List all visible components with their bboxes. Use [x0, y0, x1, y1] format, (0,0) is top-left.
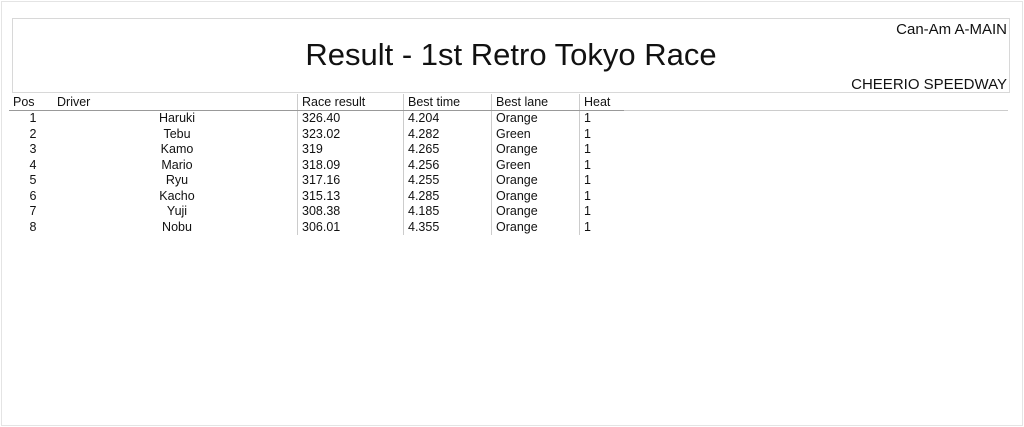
table-row: 1 Haruki 326.40 4.204 Orange 1: [9, 110, 624, 127]
cell-pos: 3: [29, 142, 37, 157]
cell-driver: Mario: [161, 157, 193, 172]
cell-driver: Nobu: [162, 219, 192, 234]
cell-race-result: 319: [297, 142, 404, 158]
cell-driver: Kacho: [159, 188, 195, 203]
cell-best-time: 4.204: [403, 110, 492, 127]
cell-best-lane: Orange: [491, 204, 580, 220]
table-row: 5 Ryu 317.16 4.255 Orange 1: [9, 173, 624, 189]
cell-best-lane: Orange: [491, 188, 580, 204]
cell-pos: 7: [29, 204, 37, 219]
column-header-driver: Driver: [53, 94, 298, 111]
cell-race-result: 315.13: [297, 188, 404, 204]
column-header-race-result: Race result: [297, 94, 404, 111]
cell-best-lane: Orange: [491, 142, 580, 158]
cell-best-lane: Orange: [491, 219, 580, 235]
table-row: 4 Mario 318.09 4.256 Green 1: [9, 157, 624, 173]
cell-race-result: 326.40: [297, 110, 404, 127]
cell-heat: 1: [579, 173, 624, 189]
cell-heat: 1: [579, 110, 624, 127]
cell-heat: 1: [579, 188, 624, 204]
cell-race-result: 308.38: [297, 204, 404, 220]
cell-race-result: 317.16: [297, 173, 404, 189]
cell-heat: 1: [579, 126, 624, 142]
table-row: 2 Tebu 323.02 4.282 Green 1: [9, 126, 624, 142]
column-header-heat: Heat: [579, 94, 624, 111]
cell-heat: 1: [579, 219, 624, 235]
table-row: 3 Kamo 319 4.265 Orange 1: [9, 142, 624, 158]
table-header-row: Pos Driver Race result Best time Best lane He…: [9, 94, 624, 111]
cell-driver: Yuji: [166, 204, 188, 219]
venue-name: CHEERIO SPEEDWAY: [851, 76, 1007, 93]
race-category: Can-Am A-MAIN: [896, 21, 1007, 38]
cell-best-time: 4.282: [403, 126, 492, 142]
cell-best-time: 4.256: [403, 157, 492, 173]
cell-driver: Haruki: [158, 111, 196, 126]
table-row: 8 Nobu 306.01 4.355 Orange 1: [9, 219, 624, 235]
column-header-best-time: Best time: [403, 94, 492, 111]
cell-best-lane: Green: [491, 126, 580, 142]
cell-driver: Kamo: [160, 142, 194, 157]
cell-driver: Ryu: [165, 173, 189, 188]
cell-pos: 5: [29, 173, 37, 188]
cell-race-result: 318.09: [297, 157, 404, 173]
cell-best-time: 4.285: [403, 188, 492, 204]
column-header-best-lane: Best lane: [491, 94, 580, 111]
cell-heat: 1: [579, 142, 624, 158]
cell-race-result: 306.01: [297, 219, 404, 235]
cell-best-time: 4.255: [403, 173, 492, 189]
cell-driver: Tebu: [163, 126, 191, 141]
cell-best-time: 4.185: [403, 204, 492, 220]
cell-pos: 8: [29, 219, 37, 234]
cell-pos: 1: [29, 111, 37, 126]
cell-best-time: 4.265: [403, 142, 492, 158]
divider: [610, 110, 1008, 111]
report-header: Can-Am A-MAIN Result - 1st Retro Tokyo R…: [12, 18, 1010, 93]
table-row: 7 Yuji 308.38 4.185 Orange 1: [9, 204, 624, 220]
cell-pos: 6: [29, 188, 37, 203]
results-table: Pos Driver Race result Best time Best lane He…: [9, 94, 624, 235]
cell-best-lane: Orange: [491, 110, 580, 127]
cell-heat: 1: [579, 204, 624, 220]
cell-best-lane: Orange: [491, 173, 580, 189]
cell-best-time: 4.355: [403, 219, 492, 235]
page-title: Result - 1st Retro Tokyo Race: [305, 37, 717, 72]
cell-pos: 4: [29, 157, 37, 172]
cell-pos: 2: [29, 126, 37, 141]
column-header-pos: Pos: [9, 94, 53, 111]
cell-race-result: 323.02: [297, 126, 404, 142]
cell-heat: 1: [579, 157, 624, 173]
table-row: 6 Kacho 315.13 4.285 Orange 1: [9, 188, 624, 204]
cell-best-lane: Green: [491, 157, 580, 173]
